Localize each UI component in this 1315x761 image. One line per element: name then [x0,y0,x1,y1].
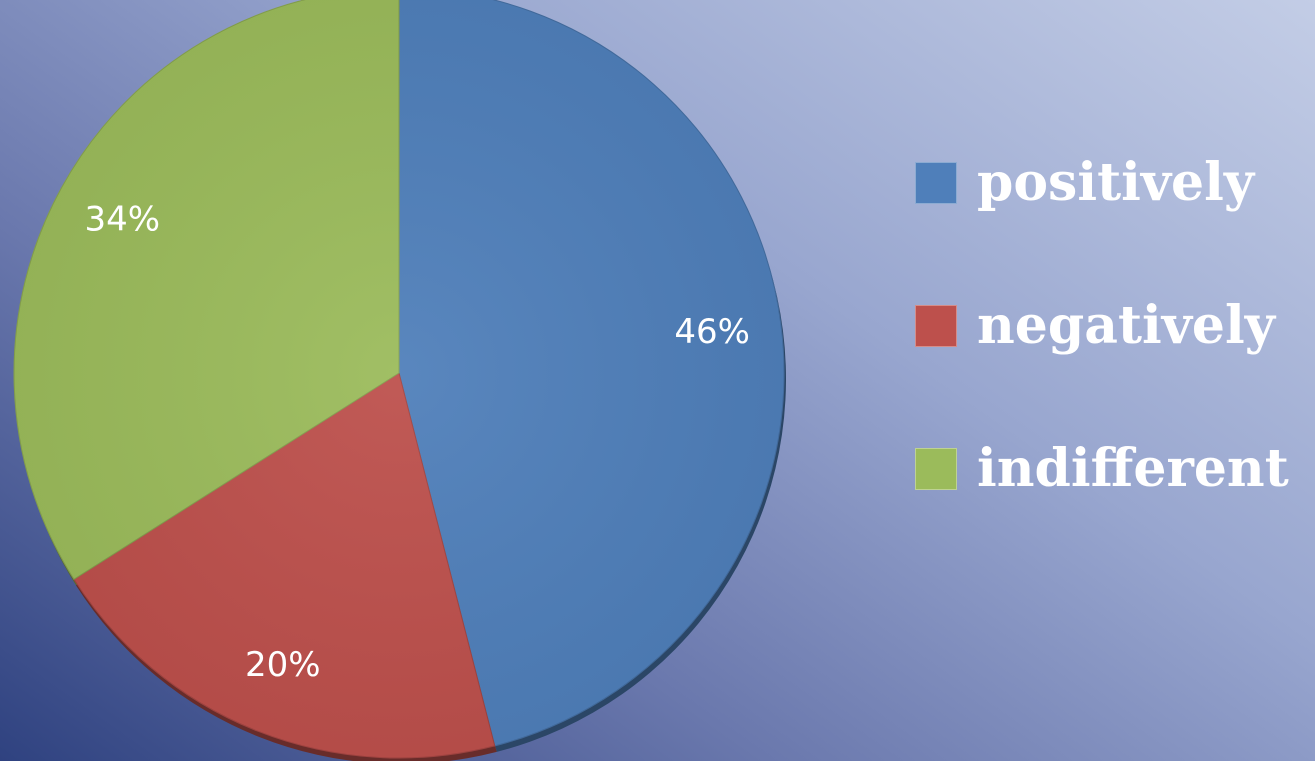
legend-label-positively: positively [977,152,1255,213]
legend-item-indifferent: indifferent [915,434,1310,504]
legend: positively negatively indifferent [915,148,1310,577]
legend-label-negatively: negatively [977,295,1275,356]
legend-item-negatively: negatively [915,291,1310,361]
data-label-negatively: 20% [245,645,321,685]
legend-swatch-indifferent [915,448,957,490]
legend-swatch-negatively [915,305,957,347]
legend-item-positively: positively [915,148,1310,218]
pie-shine-overlay [14,0,784,758]
data-label-indifferent: 34% [85,199,161,239]
legend-swatch-positively [915,162,957,204]
data-label-positively: 46% [674,312,750,352]
legend-label-indifferent: indifferent [977,438,1289,499]
